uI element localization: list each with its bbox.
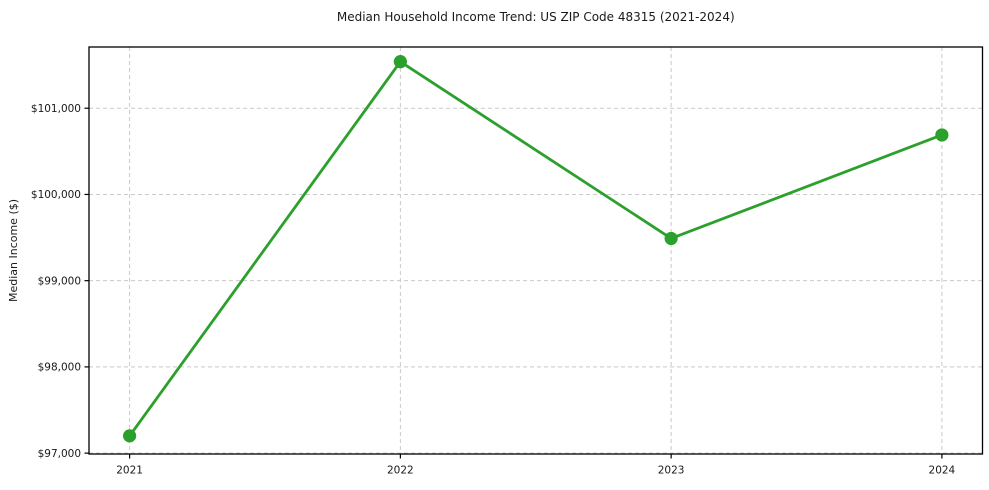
data-point-2022 <box>393 55 407 69</box>
grid-layer <box>89 47 983 454</box>
data-point-2021 <box>123 429 137 443</box>
data-point-2024 <box>935 128 949 142</box>
x-tick-label: 2022 <box>387 465 414 477</box>
y-tick-label: $99,000 <box>38 275 81 287</box>
plot-area-border <box>88 46 984 455</box>
y-axis-label: Median Income ($) <box>7 199 20 302</box>
trend-line <box>128 60 944 438</box>
chart-title: Median Household Income Trend: US ZIP Co… <box>337 10 735 24</box>
y-tick-label: $98,000 <box>38 362 81 374</box>
tick-layer <box>84 107 943 459</box>
y-tick-label: $100,000 <box>31 189 81 201</box>
x-tick-label: 2024 <box>929 465 956 477</box>
data-point-2023 <box>664 231 678 246</box>
series-layer <box>123 55 949 443</box>
y-tick-label: $101,000 <box>31 103 81 115</box>
tick-label-layer: $97,000 $98,000 $99,000 $100,000 $101,000 202… <box>31 103 956 477</box>
x-tick-label: 2023 <box>658 465 685 477</box>
x-tick-label: 2021 <box>116 465 143 477</box>
y-tick-label: $97,000 <box>38 448 81 460</box>
